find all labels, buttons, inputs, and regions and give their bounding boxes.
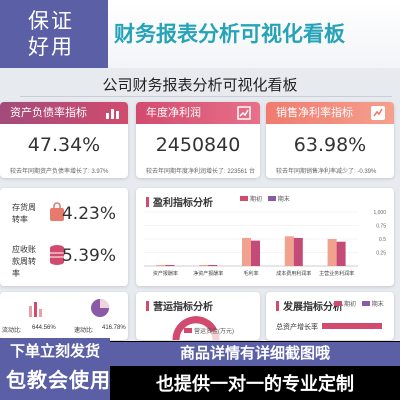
y-tick-label: 0.75 [376,224,386,230]
title-divider [20,96,392,97]
y-tick-label: 0.5 [379,237,386,243]
kpi-label: 年度净利润 [146,107,201,119]
development-panel[interactable]: 发展指标分析 期初 期末 总资产增长率 [266,292,394,340]
turnover-value: 4.23% [61,204,116,224]
bag-icon [50,202,64,221]
trend-up-icon [371,106,385,120]
legend-swatch-end [267,196,276,201]
pie-chart-icon [91,299,109,317]
promo-custom-text: 也提供一对一的专业定制 [156,374,354,394]
kpi-card-net-profit[interactable]: 年度净利润 2450840 较去年同期年度净利润增长了: 223561 台 [136,102,260,178]
x-tick-label: 净资产报酬率 [193,270,223,277]
donut-chart [172,316,220,340]
turnover-label: 存货周转率 [12,203,36,224]
chart-legend: 期初 期末 [236,194,290,203]
panel-title: 发展指标分析 [266,292,394,313]
x-tick-label: 成本费用利润率 [276,270,311,277]
bar-chart-icon [29,302,42,317]
profit-analysis-panel[interactable]: 盈利指标分析 期初 期末 1,000 0.75 0.5 0.25 资产报酬率 净资产报酬率… [136,188,394,286]
x-tick-label: 毛利率 [243,270,258,277]
promo-details-text: 商品详情有详细截图哦 [110,342,400,366]
legend-label-end: 期末 [371,302,384,308]
donut-segment [172,316,218,340]
bar-end[interactable] [251,240,260,266]
bar-chart-icon [106,109,119,119]
legend-swatch-end [361,301,370,306]
legend-swatch-start [334,301,342,306]
turnover-value: 5.39% [61,246,116,266]
kpi-label: 资产负债率指标 [10,107,87,119]
promo-teach-text: 包教会使用 [6,370,111,392]
bar-end[interactable] [208,265,218,266]
promo-badge-line1: 保证 [28,9,74,33]
turnover-card[interactable]: 存货周转率 4.23% 应收账款周转率 5.39% [0,188,128,286]
legend-swatch [184,328,192,333]
kpi-card-header: 年度净利润 [136,102,260,124]
kpi-card-sales-margin[interactable]: 销售净利率指标 63.98% 较去年同期销售净利率减少了: -0.39% [266,102,394,178]
y-tick-label: 0.25 [376,251,386,257]
promo-ship-text: 下单立刻发货 [10,343,101,360]
promo-bottom-left [0,338,110,400]
bar-start[interactable] [156,265,166,266]
dashboard-title: 公司财务报表分析可视化看板 [102,76,298,94]
x-tick-label: 资产报酬率 [153,270,178,277]
legend-label-end: 期末 [277,197,290,203]
promo-badge: 保证 好用 [0,0,108,70]
y-tick-label: 1,000 [373,210,386,216]
bar-start[interactable] [327,239,337,266]
current-ratio-value: 644.56% [32,325,56,331]
kpi-card-header: 资产负债率指标 [0,102,128,124]
quick-ratio-label: 速动比: [74,328,94,334]
legend-label: 营运资金(万元) [194,329,234,335]
kpi-card-debt-ratio[interactable]: 资产负债率指标 47.34% 较去年同期资产负债率增长了: 3.97% [0,102,128,178]
kpi-value: 47.34% [27,134,101,156]
bar-start[interactable] [242,237,251,266]
dev-bar [322,323,382,329]
legend-label-start: 期初 [344,302,357,308]
panel-title: 盈利指标分析 [136,188,394,209]
growth-chart-icon [237,106,251,120]
kpi-label: 销售净利率指标 [276,107,353,119]
dev-legend: 期初 期末 [330,299,384,308]
operations-panel[interactable]: 营运指标分析 营运资金(万元) [136,292,260,340]
legend-label-start: 期初 [250,197,263,203]
turnover-label: 应收账款周转率 [12,245,36,278]
x-tick-label: 主营业务利润率 [319,270,354,277]
bar-start[interactable] [199,265,209,266]
bar-end[interactable] [336,241,346,266]
turnover-row-inventory: 存货周转率 4.23% [0,188,128,238]
kpi-value: 2450840 [155,134,241,156]
kpi-card-header: 销售净利率指标 [266,102,394,124]
profit-bar-chart: 1,000 0.75 0.5 0.25 资产报酬率 净资产报酬率 毛利率 成本费用利润率 主营业… [144,210,386,277]
bar-end[interactable] [293,237,303,266]
turnover-row-receivables: 应收账款周转率 5.39% [0,236,128,286]
kpi-value: 63.98% [293,134,367,156]
bar-end[interactable] [165,265,175,266]
panel-title: 营运指标分析 [136,292,260,313]
liquidity-card[interactable]: 流动比: 644.56% 速动比: 416.78% [0,292,128,340]
current-ratio-label: 流动比: [2,328,22,334]
kpi-note: 较去年同期年度净利润增长了: 223561 台 [146,169,256,175]
ops-legend: 营运资金(万元) [180,326,234,335]
dev-row-label: 总资产增长率 [276,324,318,331]
bar-start[interactable] [284,236,294,266]
quick-ratio-value: 416.78% [102,325,126,331]
kpi-note: 较去年同期销售净利率减少了: -0.39% [276,169,377,175]
coins-icon [50,245,64,265]
promo-badge-line2: 好用 [28,35,74,59]
promo-headline: 财务报表分析可视化看板 [114,22,345,46]
kpi-note: 较去年同期资产负债率增长了: 3.97% [10,169,109,175]
legend-swatch-start [240,196,248,201]
